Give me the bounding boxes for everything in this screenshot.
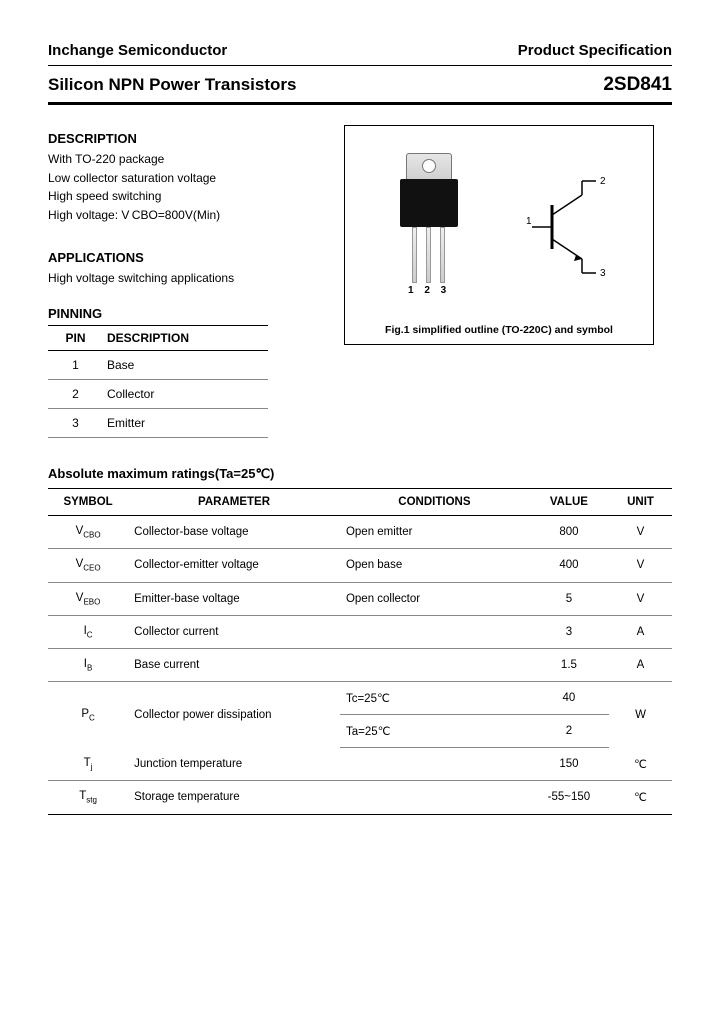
applications-heading: APPLICATIONS <box>48 250 328 265</box>
ratings-table: SYMBOL PARAMETER CONDITIONS VALUE UNIT V… <box>48 488 672 815</box>
table-row: Tstg Storage temperature -55~150 ℃ <box>48 781 672 814</box>
symbol-pin-base: 1 <box>526 216 532 227</box>
pin-desc: Base <box>103 350 268 379</box>
col-pin: PIN <box>48 325 103 350</box>
value-cell: 40 <box>529 682 609 715</box>
conditions-cell: Open base <box>340 549 529 582</box>
symbol-cell: PC <box>48 682 128 748</box>
pinning-heading: PINNING <box>48 306 328 321</box>
title-bar: Silicon NPN Power Transistors 2SD841 <box>48 66 672 105</box>
col-description: DESCRIPTION <box>103 325 268 350</box>
description-heading: DESCRIPTION <box>48 131 328 146</box>
part-number: 2SD841 <box>603 74 672 96</box>
figure-box: 1 2 3 2 1 3 Fig.1 simplified outline (TO… <box>344 125 654 345</box>
list-item: Low collector saturation voltage <box>48 169 328 188</box>
value-cell: -55~150 <box>529 781 609 814</box>
pin-desc: Emitter <box>103 408 268 437</box>
symbol-cell: Tj <box>48 748 128 781</box>
unit-cell: V <box>609 582 672 615</box>
parameter-cell: Base current <box>128 649 340 682</box>
col-unit: UNIT <box>609 488 672 515</box>
col-parameter: PARAMETER <box>128 488 340 515</box>
transistor-symbol-icon: 2 1 3 <box>524 167 614 287</box>
col-value: VALUE <box>529 488 609 515</box>
value-cell: 1.5 <box>529 649 609 682</box>
symbol-cell: IC <box>48 615 128 648</box>
value-cell: 2 <box>529 715 609 748</box>
product-family: Silicon NPN Power Transistors <box>48 75 296 95</box>
figure-caption: Fig.1 simplified outline (TO-220C) and s… <box>345 318 653 344</box>
parameter-cell: Emitter-base voltage <box>128 582 340 615</box>
ratings-heading: Absolute maximum ratings(Ta=25℃) <box>48 466 672 482</box>
symbol-cell: VEBO <box>48 582 128 615</box>
conditions-cell <box>340 649 529 682</box>
left-column: DESCRIPTION With TO-220 package Low coll… <box>48 105 328 438</box>
symbol-cell: VCEO <box>48 549 128 582</box>
table-row: PC Collector power dissipation Tc=25℃ 40… <box>48 682 672 715</box>
unit-cell: ℃ <box>609 781 672 814</box>
unit-cell: V <box>609 515 672 548</box>
pin-num: 1 <box>48 350 103 379</box>
company-name: Inchange Semiconductor <box>48 42 227 59</box>
value-cell: 5 <box>529 582 609 615</box>
table-row: IC Collector current 3 A <box>48 615 672 648</box>
list-item: With TO-220 package <box>48 150 328 169</box>
table-row: 1Base <box>48 350 268 379</box>
col-symbol: SYMBOL <box>48 488 128 515</box>
parameter-cell: Collector power dissipation <box>128 682 340 748</box>
value-cell: 400 <box>529 549 609 582</box>
pin-num: 2 <box>48 379 103 408</box>
symbol-cell: Tstg <box>48 781 128 814</box>
package-pin-labels: 1 2 3 <box>408 285 450 296</box>
value-cell: 150 <box>529 748 609 781</box>
unit-cell: A <box>609 615 672 648</box>
conditions-cell <box>340 781 529 814</box>
conditions-cell: Open emitter <box>340 515 529 548</box>
upper-content: DESCRIPTION With TO-220 package Low coll… <box>48 105 672 438</box>
table-row: 3Emitter <box>48 408 268 437</box>
conditions-cell <box>340 615 529 648</box>
list-item: High voltage switching applications <box>48 269 328 288</box>
description-list: With TO-220 package Low collector satura… <box>48 150 328 224</box>
parameter-cell: Collector-base voltage <box>128 515 340 548</box>
value-cell: 800 <box>529 515 609 548</box>
applications-list: High voltage switching applications <box>48 269 328 288</box>
figure-content: 1 2 3 2 1 3 <box>345 126 653 318</box>
list-item: High speed switching <box>48 187 328 206</box>
package-outline-icon: 1 2 3 <box>384 147 474 307</box>
pin-num: 3 <box>48 408 103 437</box>
value-cell: 3 <box>529 615 609 648</box>
conditions-cell: Ta=25℃ <box>340 715 529 748</box>
symbol-cell: VCBO <box>48 515 128 548</box>
parameter-cell: Storage temperature <box>128 781 340 814</box>
unit-cell: W <box>609 682 672 748</box>
unit-cell: A <box>609 649 672 682</box>
header: Inchange Semiconductor Product Specifica… <box>48 42 672 66</box>
symbol-cell: IB <box>48 649 128 682</box>
pinning-table: PIN DESCRIPTION 1Base 2Collector 3Emitte… <box>48 325 268 438</box>
conditions-cell <box>340 748 529 781</box>
col-conditions: CONDITIONS <box>340 488 529 515</box>
document-type: Product Specification <box>518 42 672 59</box>
parameter-cell: Collector-emitter voltage <box>128 549 340 582</box>
unit-cell: V <box>609 549 672 582</box>
table-row: VEBO Emitter-base voltage Open collector… <box>48 582 672 615</box>
conditions-cell: Open collector <box>340 582 529 615</box>
unit-cell: ℃ <box>609 748 672 781</box>
table-row: Tj Junction temperature 150 ℃ <box>48 748 672 781</box>
parameter-cell: Junction temperature <box>128 748 340 781</box>
symbol-pin-collector: 2 <box>600 176 606 187</box>
table-row: VCEO Collector-emitter voltage Open base… <box>48 549 672 582</box>
table-row: 2Collector <box>48 379 268 408</box>
conditions-cell: Tc=25℃ <box>340 682 529 715</box>
pin-desc: Collector <box>103 379 268 408</box>
table-row: IB Base current 1.5 A <box>48 649 672 682</box>
symbol-pin-emitter: 3 <box>600 268 606 279</box>
parameter-cell: Collector current <box>128 615 340 648</box>
table-row: VCBO Collector-base voltage Open emitter… <box>48 515 672 548</box>
list-item: High voltage: V CBO=800V(Min) <box>48 206 328 225</box>
